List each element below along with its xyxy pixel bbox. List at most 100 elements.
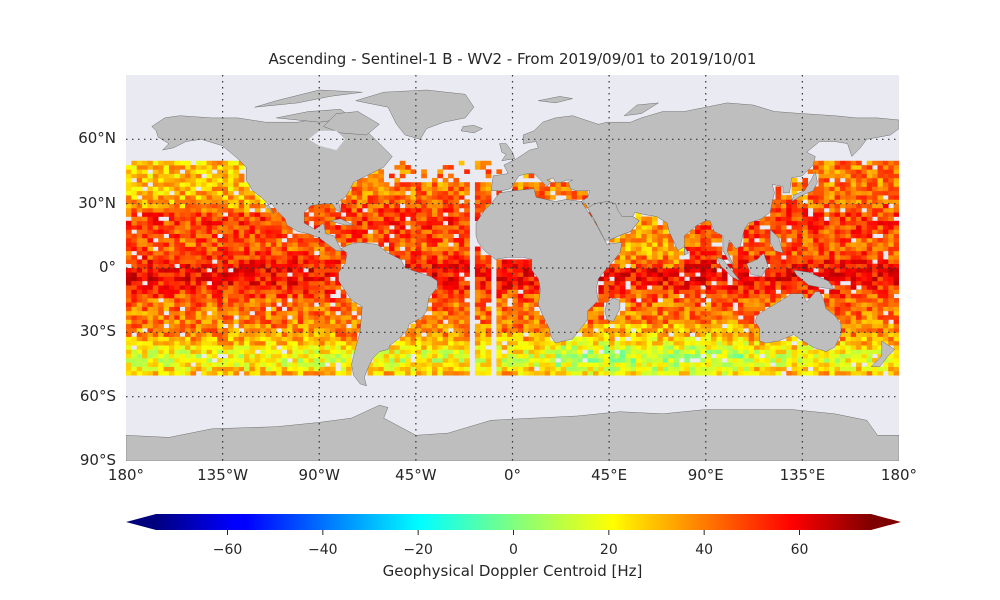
doppler-cell: [287, 255, 293, 260]
doppler-cell: [297, 370, 304, 376]
doppler-cell: [405, 207, 411, 213]
doppler-cell: [571, 349, 578, 355]
doppler-cell: [882, 332, 889, 337]
land-new-zealand: [870, 340, 896, 367]
doppler-cell: [474, 315, 481, 320]
doppler-cell: [834, 225, 841, 230]
doppler-cell: [179, 366, 186, 372]
doppler-cell: [839, 328, 846, 333]
doppler-cell: [367, 216, 374, 222]
doppler-cell: [265, 289, 272, 295]
doppler-cell: [313, 289, 320, 295]
doppler-cell: [195, 366, 202, 372]
doppler-cell: [254, 298, 261, 303]
doppler-cell: [727, 332, 733, 337]
doppler-cell: [861, 165, 868, 170]
doppler-cell: [517, 276, 524, 282]
doppler-cell: [641, 246, 647, 252]
doppler-cell: [211, 177, 218, 183]
doppler-cell: [227, 225, 234, 230]
doppler-cell: [185, 366, 191, 372]
doppler-cell: [759, 302, 766, 307]
doppler-cell: [372, 207, 379, 213]
doppler-cell: [523, 336, 529, 342]
doppler-cell: [238, 298, 245, 303]
doppler-cell: [319, 366, 325, 372]
doppler-cell: [442, 362, 449, 367]
doppler-cell: [635, 353, 642, 359]
doppler-cell: [866, 353, 873, 359]
doppler-cell: [292, 263, 299, 269]
doppler-cell: [501, 263, 508, 269]
doppler-cell: [700, 336, 707, 342]
doppler-cell: [464, 272, 470, 277]
doppler-cell: [458, 328, 465, 333]
doppler-cell: [329, 323, 336, 329]
doppler-cell: [856, 298, 862, 303]
doppler-cell: [603, 340, 610, 346]
doppler-cell: [625, 315, 631, 320]
doppler-cell: [759, 242, 766, 247]
doppler-cell: [163, 182, 170, 187]
doppler-cell: [780, 289, 787, 295]
doppler-cell: [351, 225, 358, 230]
doppler-cell: [351, 332, 358, 337]
doppler-cell: [297, 310, 304, 316]
doppler-cell: [126, 212, 132, 217]
doppler-cell: [195, 298, 202, 303]
doppler-cell: [249, 268, 256, 273]
doppler-cell: [598, 323, 605, 329]
doppler-cell: [834, 233, 841, 239]
doppler-cell: [834, 182, 841, 187]
doppler-cell: [195, 182, 202, 187]
doppler-cell: [195, 323, 202, 329]
doppler-cell: [292, 242, 299, 247]
doppler-cell: [453, 182, 460, 187]
doppler-cell: [641, 229, 647, 234]
doppler-cell: [866, 259, 873, 265]
doppler-cell: [646, 216, 653, 222]
doppler-cell: [823, 306, 830, 312]
doppler-cell: [351, 323, 358, 329]
doppler-cell: [195, 353, 202, 359]
doppler-cell: [163, 225, 170, 230]
doppler-cell: [641, 319, 647, 325]
doppler-cell: [791, 259, 798, 265]
doppler-cell: [737, 306, 744, 312]
doppler-cell: [195, 289, 202, 295]
doppler-cell: [437, 259, 444, 265]
doppler-cell: [249, 250, 256, 256]
doppler-cell: [689, 353, 696, 359]
doppler-cell: [437, 285, 444, 290]
doppler-cell: [292, 306, 299, 312]
doppler-cell: [695, 233, 701, 239]
doppler-cell: [329, 328, 336, 333]
doppler-cell: [249, 332, 256, 337]
doppler-cell: [630, 298, 637, 303]
doppler-cell: [641, 259, 647, 265]
doppler-cell: [136, 165, 143, 170]
doppler-cell: [356, 220, 363, 226]
doppler-cell: [281, 242, 288, 247]
doppler-cell: [389, 362, 395, 367]
doppler-cell: [684, 298, 690, 303]
doppler-cell: [233, 302, 240, 307]
doppler-cell: [227, 353, 234, 359]
doppler-cell: [770, 250, 776, 256]
doppler-cell: [501, 268, 508, 273]
doppler-cell: [195, 263, 202, 269]
doppler-cell: [721, 302, 728, 307]
doppler-cell: [313, 336, 320, 342]
doppler-cell: [834, 289, 841, 295]
doppler-cell: [668, 246, 674, 252]
doppler-cell: [668, 293, 674, 299]
doppler-cell: [426, 246, 433, 252]
doppler-cell: [807, 169, 814, 174]
doppler-cell: [217, 229, 223, 234]
doppler-cell: [614, 289, 621, 295]
doppler-cell: [195, 203, 202, 209]
doppler-cell: [136, 345, 143, 350]
doppler-cell: [168, 263, 175, 269]
doppler-cell: [244, 362, 250, 367]
doppler-cell: [437, 246, 444, 252]
